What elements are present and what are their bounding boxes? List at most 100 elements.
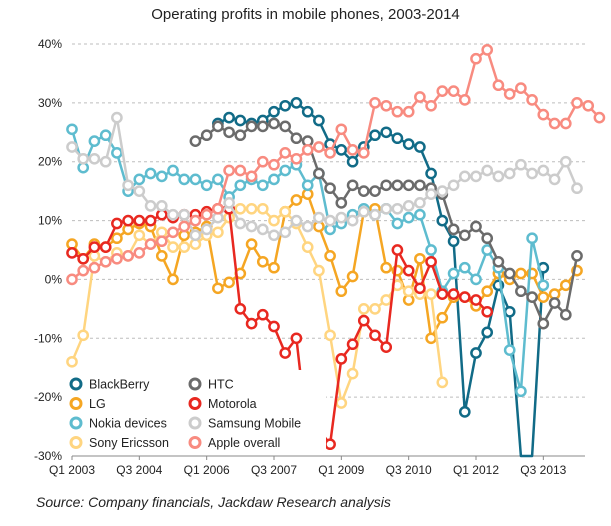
legend-swatch [69,436,83,449]
x-tick-label: Q1 2012 [453,463,499,477]
data-point [425,255,437,268]
data-point [133,214,146,227]
data-point [133,173,146,186]
legend-label: Motorola [208,397,257,411]
data-point [346,155,359,168]
data-point [178,173,191,186]
data-point [447,179,460,192]
data-point [559,117,572,130]
data-point [492,255,505,268]
data-point [88,241,101,253]
data-point [492,79,505,92]
data-point [526,291,538,303]
data-point [268,117,280,130]
data-point [144,238,157,250]
data-point [324,147,336,159]
data-point [200,208,213,221]
data-point [447,85,460,97]
data-point [313,264,325,277]
data-point [402,285,415,298]
data-point [111,217,123,230]
data-point [447,288,460,300]
data-point [167,241,179,253]
x-tick-label: Q3 2004 [116,463,162,477]
data-point [256,202,269,215]
y-tick-label: 30% [38,96,62,110]
data-point [380,179,393,192]
data-point [357,303,370,315]
data-point [256,308,269,321]
data-point [245,120,258,133]
data-point [256,120,269,133]
data-point [436,311,449,324]
data-point [548,117,561,130]
data-point [234,202,247,215]
data-point [66,141,78,153]
data-point [335,144,348,156]
data-point [99,255,112,268]
data-point [335,123,348,136]
data-point [66,123,78,136]
data-point [346,270,359,283]
data-point [346,144,359,156]
data-point [223,197,235,209]
data-point [548,173,561,186]
data-point [290,132,303,145]
data-point [301,179,314,192]
legend-swatch [69,377,83,391]
data-point [481,285,494,298]
data-point [234,179,247,192]
data-point [470,52,482,65]
data-point [559,155,572,168]
data-point [268,105,280,118]
data-point [402,200,415,212]
data-point [425,99,437,112]
data-point [122,179,134,192]
data-point [380,294,393,306]
data-point [458,229,471,242]
data-point [503,267,516,280]
data-point [425,332,437,345]
data-point [380,341,393,353]
data-point [313,114,325,127]
data-point [391,217,404,230]
legend-label: HTC [208,378,234,392]
data-point [515,158,527,171]
data-point [503,305,516,318]
legend-swatch [188,397,202,410]
data-point [425,188,437,200]
data-point [313,211,325,224]
data-point [402,211,415,224]
data-point [593,111,606,124]
data-point [380,126,393,139]
data-point [301,105,314,118]
data-point [481,164,494,177]
data-point [189,214,202,227]
data-point [111,232,123,245]
x-tick-label: Q3 2013 [520,463,566,477]
series-lines [66,44,606,458]
data-point [122,250,134,262]
series-htc [189,117,583,330]
data-point [346,367,359,380]
data-point [369,329,381,342]
data-point [200,129,213,142]
x-tick-label: Q1 2006 [184,463,230,477]
data-point [144,214,157,227]
data-point [279,164,292,177]
gridlines: 40% 30% 20% 10% 0% -10% -20% -30%Q1 2003 Q3 2004… [34,37,585,477]
data-point [144,200,157,212]
data-point [111,111,123,124]
legend-swatch [69,397,83,410]
data-point [447,267,460,280]
data-point [571,250,583,262]
data-point [425,288,437,300]
data-point [481,326,494,339]
data-point [369,303,381,315]
data-point [223,126,235,139]
legend-label: BlackBerry [89,378,150,392]
data-point [414,91,426,103]
data-point [346,179,359,192]
data-point [279,147,292,159]
data-point [77,264,90,277]
